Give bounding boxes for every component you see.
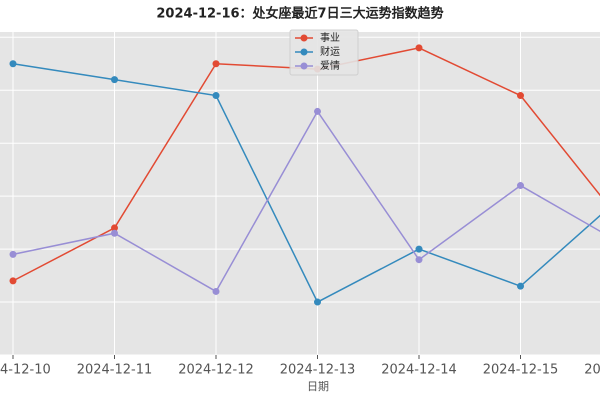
chart-title: 2024-12-16：处女座最近7日三大运势指数趋势 bbox=[156, 6, 443, 22]
x-tick-label: 2024-12-13 bbox=[280, 363, 356, 378]
point bbox=[9, 60, 17, 68]
x-tick-label: 2024-12-10 bbox=[0, 363, 51, 378]
x-tick-label: 2024-12-16 bbox=[584, 363, 600, 378]
point bbox=[314, 298, 321, 306]
point bbox=[517, 282, 524, 290]
point bbox=[9, 250, 17, 258]
point bbox=[314, 107, 321, 115]
point bbox=[517, 182, 524, 190]
x-tick-label: 2024-12-14 bbox=[381, 363, 457, 378]
legend-label: 爱情 bbox=[320, 59, 340, 72]
point bbox=[415, 245, 423, 253]
x-tick-label: 2024-12-15 bbox=[483, 363, 559, 378]
point bbox=[111, 229, 118, 237]
x-tick-label: 2024-12-11 bbox=[77, 363, 153, 378]
point bbox=[212, 60, 220, 68]
legend-marker bbox=[300, 62, 308, 70]
x-tick-label: 2024-12-12 bbox=[178, 363, 254, 378]
legend-marker bbox=[300, 48, 308, 56]
point bbox=[9, 277, 17, 285]
legend-box bbox=[289, 29, 359, 76]
point bbox=[111, 76, 118, 84]
point bbox=[212, 92, 220, 100]
legend-label: 事业 bbox=[320, 31, 340, 44]
point bbox=[517, 92, 524, 100]
legend-label: 财运 bbox=[320, 45, 340, 58]
x-axis-label: 日期 bbox=[307, 380, 329, 393]
point bbox=[212, 287, 220, 295]
point bbox=[111, 224, 118, 232]
legend-marker bbox=[300, 34, 308, 42]
point bbox=[415, 256, 423, 264]
point bbox=[415, 44, 423, 52]
